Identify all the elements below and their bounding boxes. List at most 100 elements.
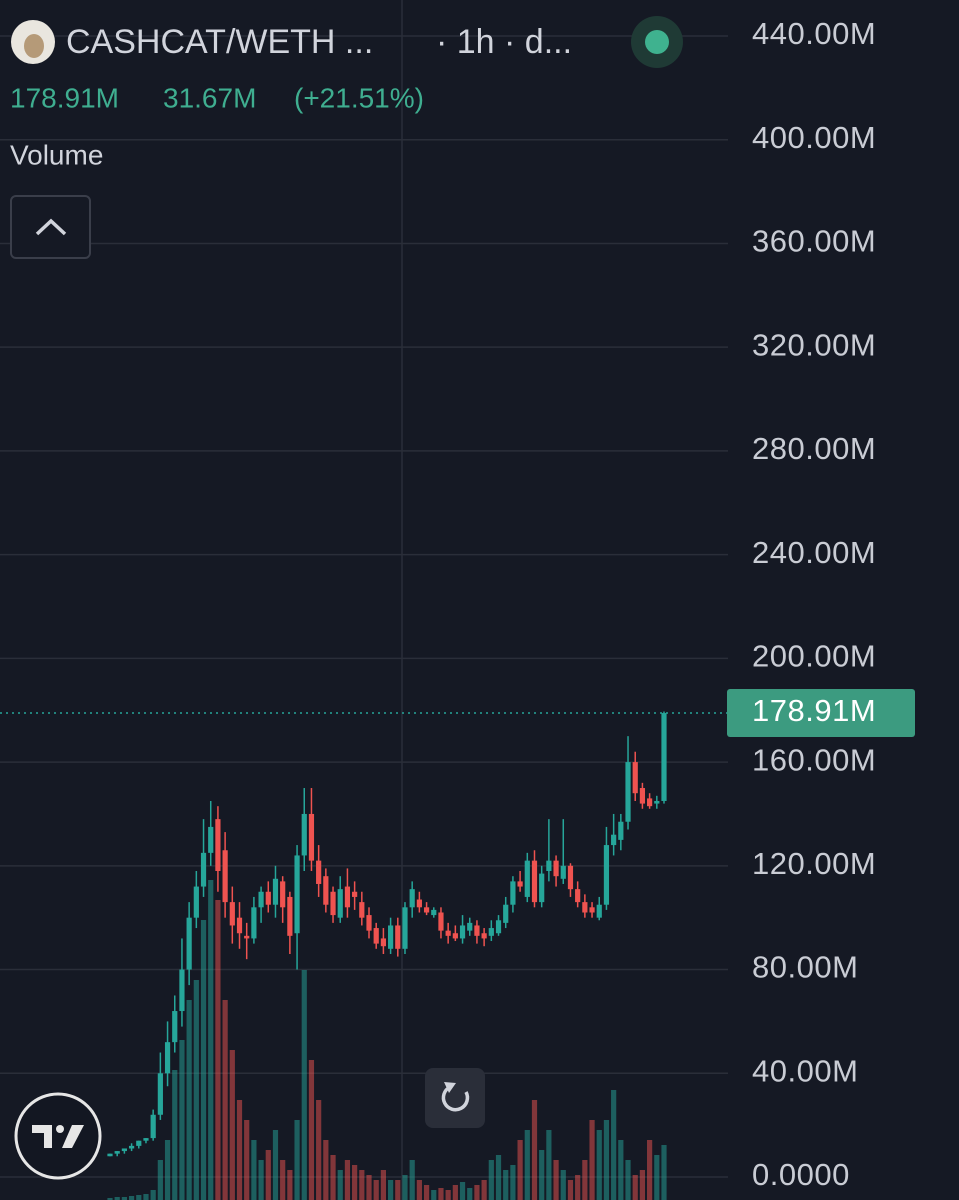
y-tick-label: 360.00M <box>752 224 876 259</box>
candle-body <box>395 925 401 949</box>
candle-body <box>337 889 343 918</box>
indicator-label: Volume <box>10 139 103 170</box>
y-tick-label: 200.00M <box>752 639 876 674</box>
candle-body <box>258 891 264 908</box>
candle-body <box>575 889 581 903</box>
y-tick-label: 160.00M <box>752 742 876 777</box>
candle-body <box>409 889 415 908</box>
volume-bar <box>301 970 307 1200</box>
candle-body <box>402 907 408 949</box>
candle-body <box>481 933 487 939</box>
grid <box>0 35 728 1178</box>
candle-body <box>431 909 437 916</box>
volume-bar <box>287 1170 293 1200</box>
candle-body <box>208 826 214 853</box>
volume-bar <box>143 1194 149 1200</box>
volume-bar <box>387 1180 394 1200</box>
candle-body <box>517 881 523 887</box>
tv-logo-dot <box>56 1125 64 1133</box>
candle-body <box>445 930 451 936</box>
volume-bar <box>179 1040 185 1200</box>
volume-bar <box>330 1155 336 1200</box>
volume-bar <box>632 1175 638 1200</box>
volume-bar <box>481 1180 487 1200</box>
candle-body <box>359 902 365 918</box>
candle-body <box>618 821 624 840</box>
candle-body <box>647 798 653 807</box>
candle-body <box>373 928 379 944</box>
candle-body <box>136 1140 142 1146</box>
volume-bar <box>366 1175 372 1200</box>
volume-bar <box>222 1000 228 1200</box>
volume-bar <box>611 1090 617 1200</box>
volume-bar <box>495 1155 502 1200</box>
volume-bar <box>503 1170 509 1200</box>
volume-bar <box>359 1170 365 1200</box>
candle-body <box>229 902 235 926</box>
volume-bar <box>150 1190 156 1200</box>
candle-body <box>323 876 329 905</box>
candle-body <box>438 912 444 931</box>
volume-bars <box>107 880 667 1200</box>
volume-bar <box>337 1170 343 1200</box>
volume-bar <box>258 1160 264 1200</box>
candle-body <box>150 1114 156 1139</box>
candle-body <box>157 1073 163 1115</box>
volume-bar <box>467 1188 473 1200</box>
volume-bar <box>531 1100 538 1200</box>
volume-bar <box>136 1195 142 1200</box>
last-price-box <box>727 689 915 738</box>
volume-bar <box>438 1188 444 1200</box>
y-tick-label: 400.00M <box>752 120 876 155</box>
volume-bar <box>459 1182 466 1200</box>
tv-logo-ring[interactable] <box>14 1092 102 1180</box>
candle-body <box>503 904 509 923</box>
volume-bar <box>618 1140 624 1200</box>
collapse-chevron <box>35 218 67 236</box>
volume-bar <box>186 1000 192 1200</box>
volume-bar <box>431 1190 437 1200</box>
candle-body <box>416 899 422 908</box>
volume-bar <box>553 1160 559 1200</box>
reset-button-frame[interactable] <box>425 1068 485 1128</box>
volume-bar <box>172 1070 178 1200</box>
candle-body <box>301 813 307 856</box>
volume-bar <box>294 1120 300 1200</box>
candle-body <box>114 1151 120 1154</box>
candle-body <box>215 819 221 872</box>
volume-bar <box>395 1180 401 1200</box>
volume-bar <box>236 1100 243 1200</box>
candle-body <box>143 1138 149 1141</box>
candle-body <box>236 917 243 934</box>
volume-bar <box>208 880 214 1200</box>
status-dot <box>645 30 669 54</box>
interval: · 1h · d... <box>436 23 572 61</box>
header-change: 31.67M <box>163 82 256 113</box>
collapse-button[interactable] <box>10 195 91 259</box>
volume-bar <box>308 1060 315 1200</box>
volume-bar <box>560 1170 566 1200</box>
volume-bar <box>272 1130 279 1200</box>
collapse-button-frame[interactable] <box>10 195 91 259</box>
reset-button[interactable] <box>425 1068 485 1128</box>
volume-bar <box>575 1175 581 1200</box>
candle-body <box>553 860 559 877</box>
volume-bar <box>416 1180 422 1200</box>
volume-bar <box>200 920 207 1200</box>
volume-bar <box>380 1170 387 1200</box>
tv-logo-slash <box>62 1125 84 1148</box>
y-tick-label: 320.00M <box>752 327 876 362</box>
candle-body <box>121 1148 127 1152</box>
volume-bar <box>121 1197 127 1200</box>
candle-body <box>467 922 473 931</box>
volume-bar <box>603 1120 610 1200</box>
candle-body <box>287 896 293 936</box>
candle-body <box>308 813 315 861</box>
candle-body <box>200 852 207 887</box>
volume-bar <box>510 1165 516 1200</box>
volume-bar <box>344 1160 351 1200</box>
volume-bar <box>244 1120 250 1200</box>
candle-body <box>179 969 185 1012</box>
tv-logo[interactable] <box>14 1092 102 1180</box>
